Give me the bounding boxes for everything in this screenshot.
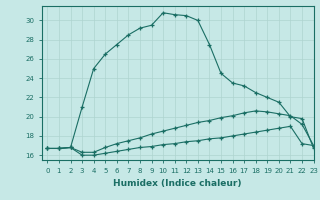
X-axis label: Humidex (Indice chaleur): Humidex (Indice chaleur) [113, 179, 242, 188]
